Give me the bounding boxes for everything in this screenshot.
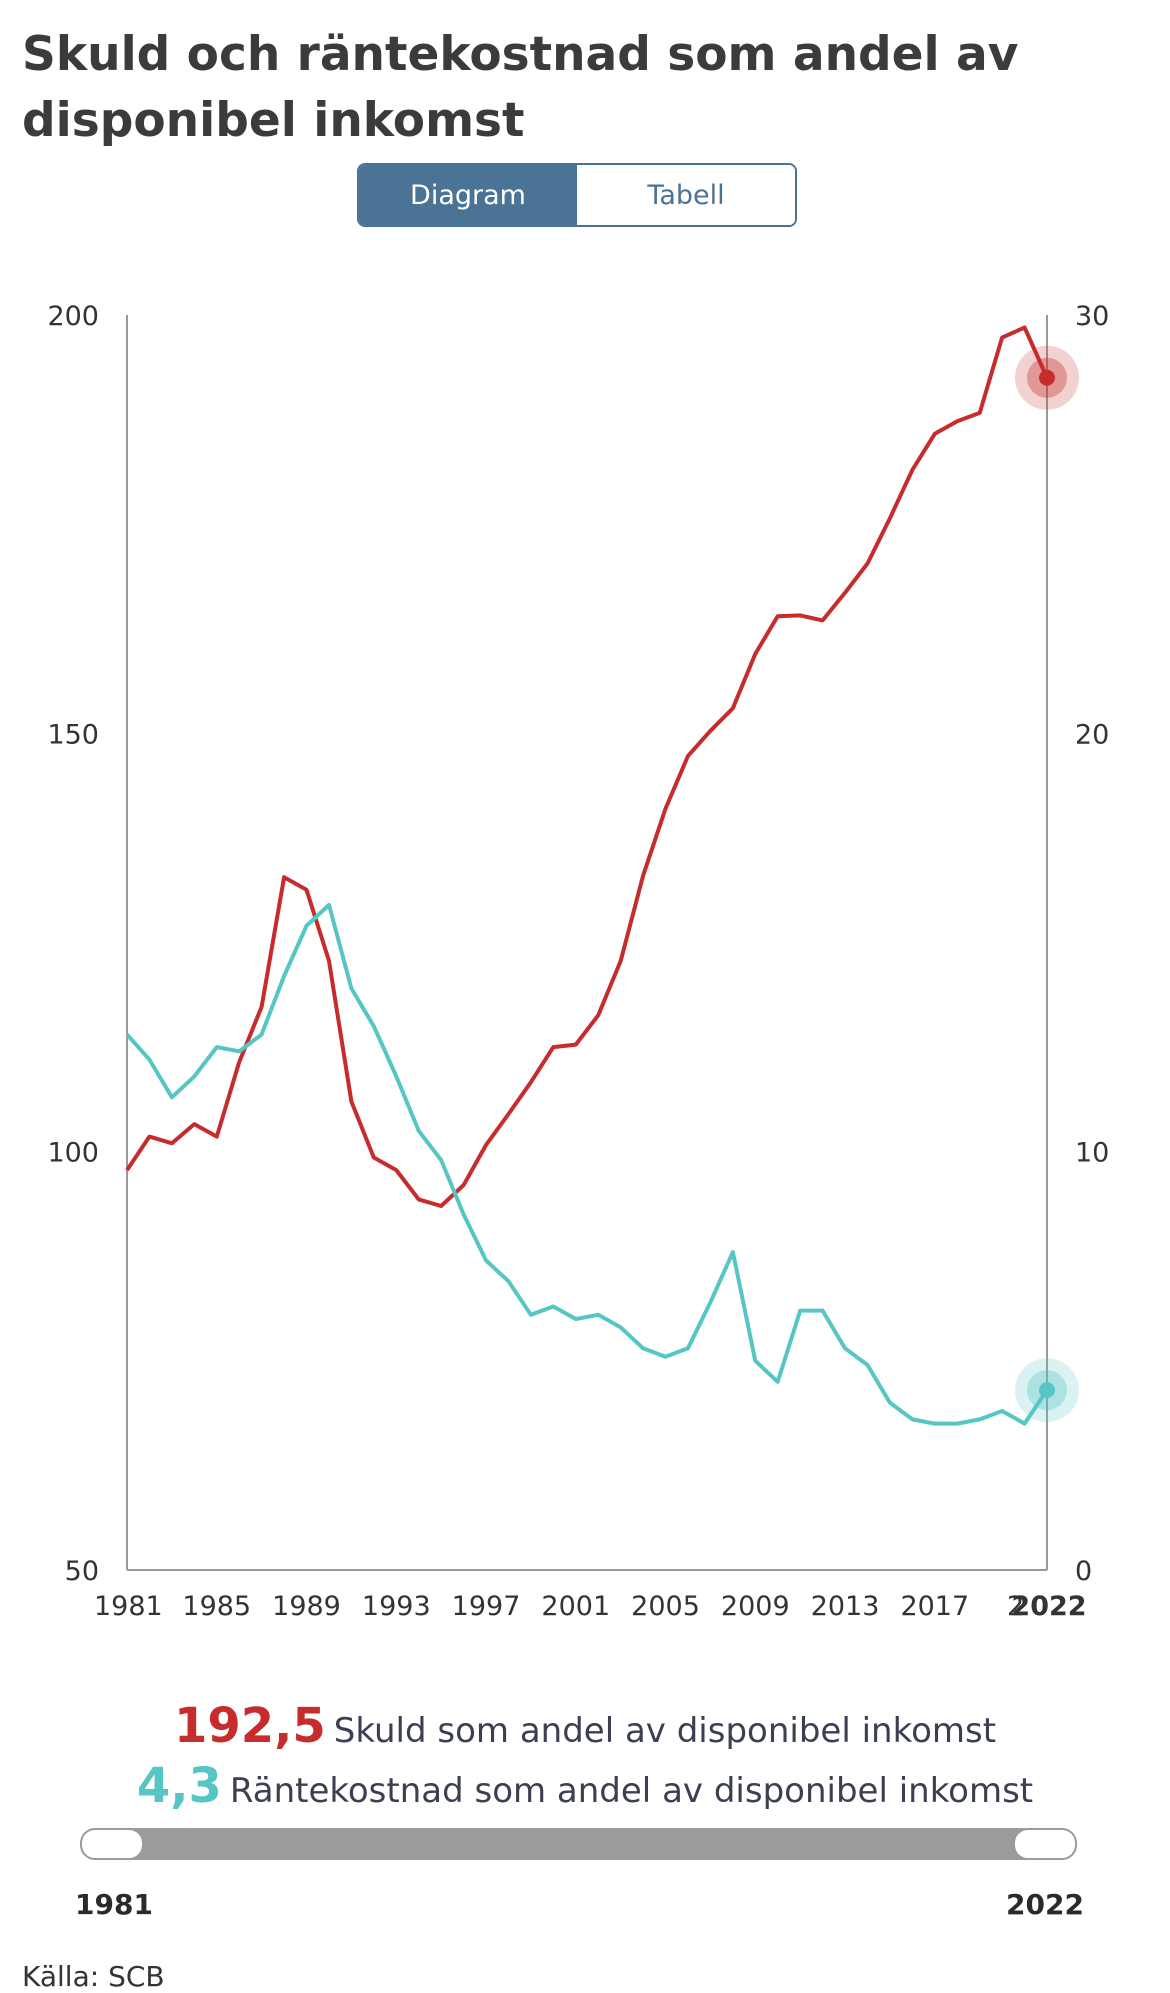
x-tick-label: 2017	[900, 1591, 969, 1622]
x-tick-label: 2001	[541, 1591, 610, 1622]
y-right-tick-label: 20	[1075, 719, 1109, 750]
interest-readout: 4,3 Räntekostnad som andel av disponibel …	[0, 1758, 1170, 1814]
x-tick-label: 2022	[1011, 1591, 1086, 1622]
range-start-handle[interactable]	[80, 1828, 144, 1860]
x-tick-label: 1985	[182, 1591, 251, 1622]
y-left-tick-label: 200	[47, 301, 99, 332]
x-tick-label: 2013	[811, 1591, 880, 1622]
x-tick-label: 1993	[362, 1591, 431, 1622]
y-left-tick-label: 100	[47, 1138, 99, 1169]
source-note: Källa: SCB	[22, 1960, 165, 1993]
y-right-tick-label: 0	[1075, 1556, 1092, 1587]
x-tick-label: 1997	[452, 1591, 521, 1622]
range-start-label: 1981	[75, 1888, 153, 1921]
x-tick-label: 1981	[94, 1591, 163, 1622]
y-left-tick-label: 150	[47, 719, 99, 750]
range-end-label: 2022	[1006, 1888, 1084, 1921]
interest-label: Räntekostnad som andel av disponibel ink…	[229, 1771, 1034, 1811]
year-range-track[interactable]	[80, 1828, 1075, 1860]
interest-marker-point	[1039, 1382, 1055, 1399]
interest-series-line	[125, 902, 1049, 1426]
view-toggle: Diagram Tabell	[357, 163, 797, 227]
debt-series-line	[125, 325, 1049, 1208]
debt-marker-point	[1039, 369, 1055, 386]
y-right-tick-label: 10	[1075, 1138, 1109, 1169]
debt-label: Skuld som andel av disponibel inkomst	[333, 1711, 997, 1751]
interest-value: 4,3	[136, 1758, 222, 1814]
tab-diagram[interactable]: Diagram	[359, 165, 577, 225]
x-tick-label: 2	[1007, 1591, 1024, 1622]
tab-table[interactable]: Tabell	[577, 165, 795, 225]
x-tick-label: 2009	[721, 1591, 790, 1622]
debt-readout: 192,5 Skuld som andel av disponibel inkom…	[0, 1698, 1170, 1754]
y-right-tick-label: 30	[1075, 301, 1109, 332]
x-tick-label: 2005	[631, 1591, 700, 1622]
y-left-tick-label: 50	[65, 1556, 99, 1587]
debt-value: 192,5	[173, 1698, 326, 1754]
page-title: Skuld och räntekostnad som andel av disp…	[22, 27, 1019, 148]
range-end-handle[interactable]	[1013, 1828, 1077, 1860]
x-tick-label: 1989	[272, 1591, 341, 1622]
